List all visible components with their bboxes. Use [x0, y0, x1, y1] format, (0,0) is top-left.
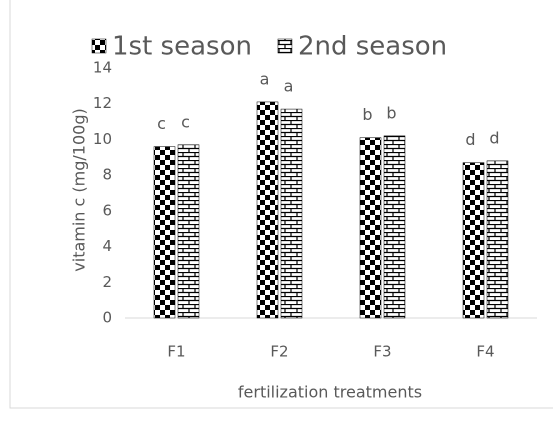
significance-letter: d — [465, 130, 475, 149]
significance-letter: b — [386, 103, 396, 122]
y-tick-label: 0 — [102, 309, 112, 327]
significance-letter: b — [362, 105, 372, 124]
bar — [359, 137, 382, 319]
y-tick-label: 10 — [93, 130, 112, 148]
y-tick-label: 2 — [102, 273, 112, 291]
y-tick-label: 14 — [93, 59, 112, 77]
legend-label: 2nd season — [298, 32, 447, 62]
x-tick-label: F4 — [476, 343, 494, 361]
x-tick-label: F1 — [167, 343, 185, 361]
x-axis-title: fertilization treatments — [238, 383, 422, 402]
significance-letter: c — [157, 114, 166, 133]
y-tick-label: 12 — [93, 94, 112, 112]
x-tick-label: F2 — [270, 343, 288, 361]
bar — [383, 135, 406, 319]
legend-swatch — [277, 38, 293, 54]
bar — [256, 101, 279, 319]
bar — [153, 146, 176, 319]
chart-frame — [9, 0, 553, 409]
y-tick-label: 8 — [102, 166, 112, 184]
bar — [177, 144, 200, 319]
legend-label: 1st season — [112, 32, 252, 62]
significance-letter: a — [260, 69, 270, 88]
bar — [280, 108, 303, 319]
bar — [486, 160, 509, 319]
x-tick-label: F3 — [373, 343, 391, 361]
significance-letter: d — [489, 128, 499, 147]
legend-swatch — [91, 38, 107, 54]
significance-letter: a — [284, 77, 294, 96]
y-tick-label: 6 — [102, 201, 112, 219]
y-tick-label: 4 — [102, 237, 112, 255]
significance-letter: c — [181, 112, 190, 131]
bar — [462, 162, 485, 319]
y-axis-title: vitamin c (mg/100g) — [70, 108, 89, 271]
